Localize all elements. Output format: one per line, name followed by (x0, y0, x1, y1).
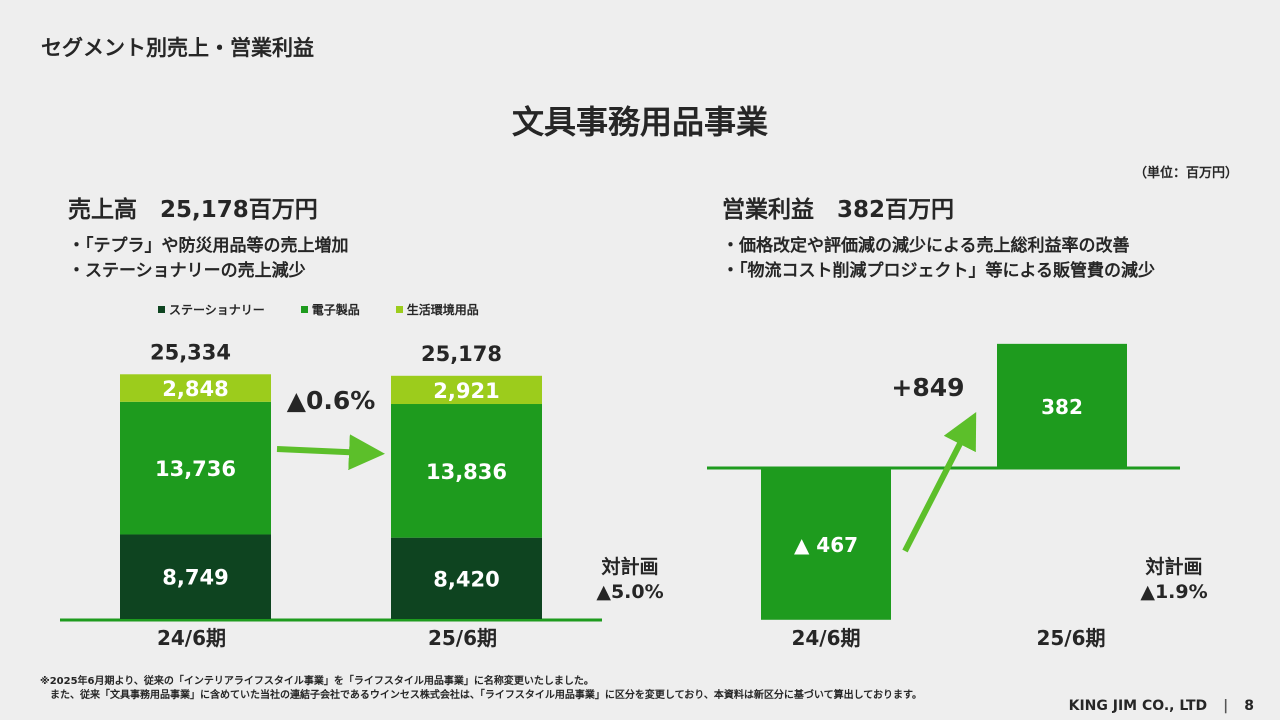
legend-item-stationery: ステーショナリー (158, 301, 265, 318)
profit-bar-label-0: ▲ 467 (794, 533, 858, 557)
legend-swatch-electronics (300, 306, 308, 313)
bar-value-label-2-1: 2,921 (433, 379, 499, 403)
sales-bullet-2: ・ステーショナリーの売上減少 (68, 261, 306, 281)
total-label-1: 25,178 (421, 342, 502, 366)
profit-bar-1 (997, 343, 1127, 468)
profit-change-arrow (902, 411, 977, 553)
legend: ステーショナリー 電子製品 生活環境用品 (158, 301, 479, 318)
sales-title: 売上高 25,178百万円 (68, 197, 318, 223)
profit-title: 営業利益 382百万円 (722, 197, 955, 223)
bar-segment-2-0 (120, 374, 271, 402)
profit-change-label: +849 (891, 373, 964, 402)
legend-item-living: 生活環境用品 (395, 301, 479, 318)
legend-label-living: 生活環境用品 (406, 303, 479, 317)
bar-segment-0-1 (391, 537, 542, 619)
page-title: 文具事務用品事業 (511, 103, 768, 141)
profit-bullet-1: ・価格改定や評価減の減少による売上総利益率の改善 (722, 236, 1130, 256)
plan-value: ▲5.0% (596, 581, 663, 603)
page-number: 8 (1244, 698, 1254, 714)
sales-chart: 8,749 13,736 2,848 25,334 24/6期 8,420 13,836 2,… (60, 340, 664, 650)
profit-bullet-2: ・「物流コスト削減プロジェクト」等による販管費の減少 (722, 261, 1155, 281)
category-label-0: 24/6期 (157, 626, 226, 650)
footer: KING JIM CO., LTD | 8 (1069, 698, 1254, 714)
footnote-1: ※2025年6月期より、従来の「インテリアライフスタイル事業」を「ライフスタイル… (40, 676, 594, 687)
profit-bar-label-1: 382 (1041, 395, 1083, 419)
bar-segment-1-1 (391, 404, 542, 538)
bar-value-label-1-0: 13,736 (155, 457, 236, 481)
change-arrow (276, 434, 385, 471)
sales-bullet-1: ・「テプラ」や防災用品等の売上増加 (68, 236, 349, 256)
profit-plan-label: 対計画 (1144, 555, 1202, 578)
legend-label-stationery: ステーショナリー (169, 303, 265, 317)
profit-category-label-0: 24/6期 (791, 626, 860, 650)
change-label: ▲0.6% (287, 386, 376, 415)
category-label-1: 25/6期 (428, 626, 497, 650)
profit-plan-value: ▲1.9% (1140, 581, 1207, 603)
profit-category-label-1: 25/6期 (1036, 626, 1105, 650)
plan-label: 対計画 (600, 555, 658, 578)
total-label-0: 25,334 (150, 340, 231, 364)
bar-value-label-1-1: 13,836 (426, 460, 507, 484)
bar-segment-1-0 (120, 401, 271, 535)
legend-swatch-living (395, 306, 403, 313)
bar-value-label-0-1: 8,420 (433, 567, 499, 591)
bar-value-label-0-0: 8,749 (162, 566, 228, 590)
footer-separator: | (1223, 698, 1229, 714)
bar-segment-0-0 (120, 534, 271, 619)
bar-value-label-2-0: 2,848 (162, 377, 228, 401)
company-name: KING JIM CO., LTD (1068, 698, 1208, 714)
profit-chart: ▲ 467 382 24/6期 25/6期 +849 対計画 ▲1.9% (707, 343, 1208, 650)
profit-bar-0 (761, 468, 891, 620)
legend-item-electronics: 電子製品 (300, 301, 360, 318)
unit-label: （単位：百万円） (1133, 166, 1238, 181)
legend-label-electronics: 電子製品 (311, 303, 360, 317)
legend-swatch-stationery (158, 306, 165, 313)
footnote-2: また、従来「文具事務用品事業」に含めていた当社の連結子会社であるウインセス株式会… (40, 690, 922, 701)
header-title: セグメント別売上・営業利益 (41, 36, 314, 60)
bar-segment-2-1 (391, 375, 542, 405)
